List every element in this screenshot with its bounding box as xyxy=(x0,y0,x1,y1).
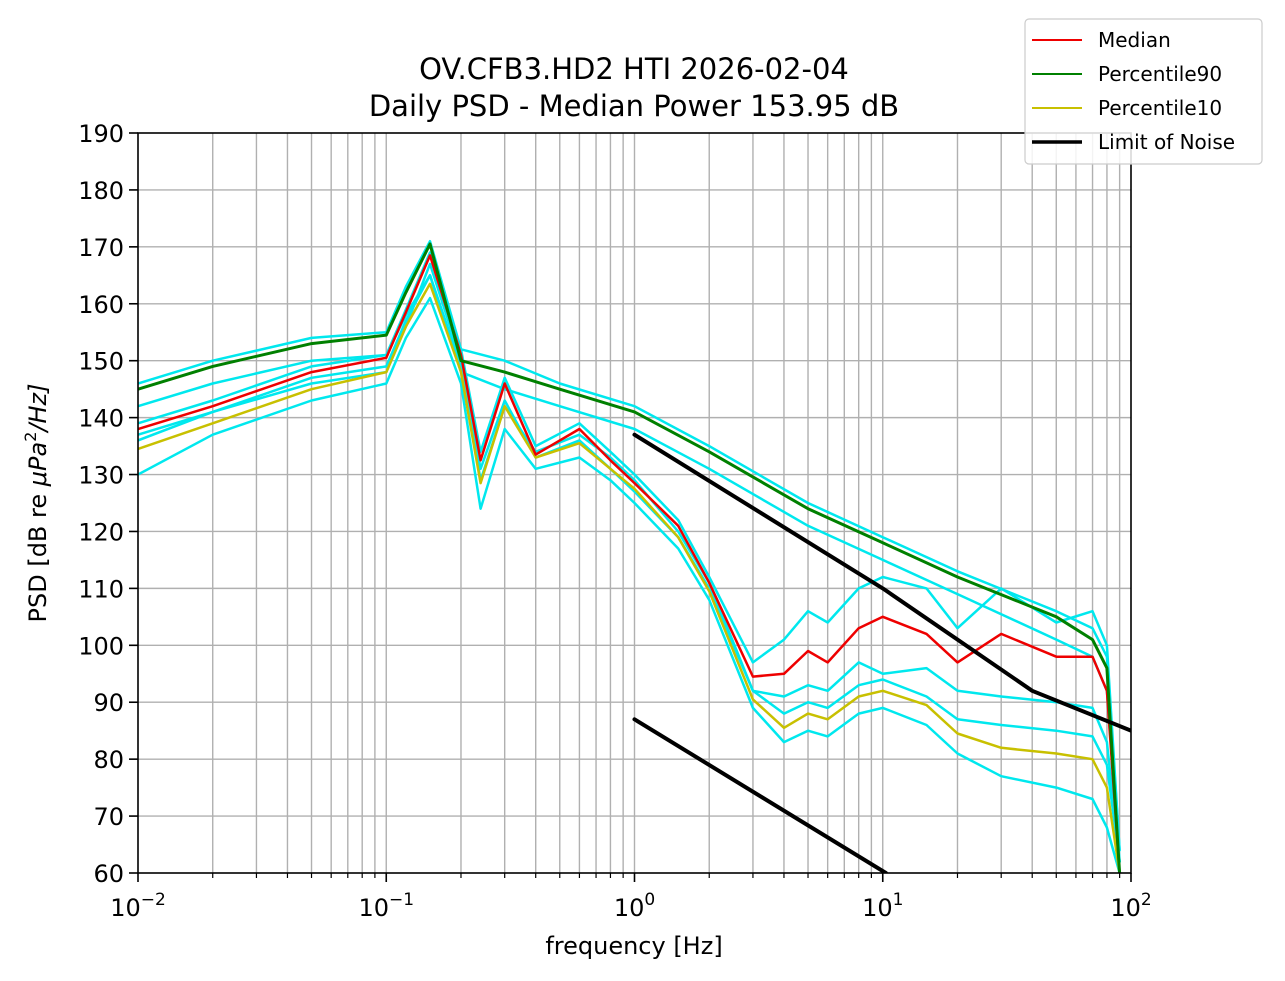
x-tick-exponent: 2 xyxy=(1141,890,1152,910)
legend: Median Percentile90 Percentile10 Limit of N… xyxy=(1024,18,1263,165)
series-line-3 xyxy=(138,274,1121,863)
y-tick-label: 90 xyxy=(93,689,124,717)
axis-ticks: 6070809010011012013014015016017018019010… xyxy=(78,120,1152,922)
series-line-8 xyxy=(138,242,1122,873)
x-tick-base: 10 xyxy=(110,894,141,922)
y-axis-label-suffix: /Hz] xyxy=(24,384,52,434)
x-tick-label: 10−2 xyxy=(110,890,166,922)
legend-label: Limit of Noise xyxy=(1098,130,1235,154)
y-tick-label: 170 xyxy=(78,234,124,262)
x-tick-label: 10−1 xyxy=(358,890,414,922)
x-tick-label: 100 xyxy=(614,890,655,922)
x-axis-label: frequency [Hz] xyxy=(545,932,722,960)
x-tick-base: 10 xyxy=(1110,894,1141,922)
series-line-10 xyxy=(632,717,888,873)
series-line-4 xyxy=(138,274,1121,863)
chart-title-line1: OV.CFB3.HD2 HTI 2026-02-04 xyxy=(419,52,849,86)
y-tick-label: 160 xyxy=(78,291,124,319)
x-tick-exponent: 0 xyxy=(644,890,655,910)
y-tick-label: 140 xyxy=(78,405,124,433)
legend-label: Percentile90 xyxy=(1098,62,1222,86)
chart-title-line2: Daily PSD - Median Power 153.95 dB xyxy=(369,89,899,123)
y-tick-label: 100 xyxy=(78,632,124,660)
y-axis-label-exp: 2 xyxy=(21,432,40,442)
legend-label: Median xyxy=(1098,28,1171,52)
y-tick-label: 110 xyxy=(78,575,124,603)
y-tick-label: 130 xyxy=(78,462,124,490)
x-tick-exponent: 1 xyxy=(893,890,904,910)
x-tick-label: 101 xyxy=(862,890,903,922)
x-tick-exponent: −1 xyxy=(389,890,414,910)
y-axis-label-prefix: PSD [dB re xyxy=(24,486,52,622)
series-line-2 xyxy=(138,296,1121,873)
y-tick-label: 150 xyxy=(78,348,124,376)
y-tick-label: 190 xyxy=(78,120,124,148)
x-tick-base: 10 xyxy=(614,894,645,922)
legend-label: Percentile10 xyxy=(1098,96,1222,120)
y-tick-label: 120 xyxy=(78,518,124,546)
y-tick-label: 180 xyxy=(78,177,124,205)
x-tick-base: 10 xyxy=(358,894,389,922)
series-line-6 xyxy=(138,282,1121,873)
y-axis-label-unit: μPa xyxy=(24,442,52,487)
x-tick-exponent: −2 xyxy=(141,890,166,910)
series-line-7 xyxy=(138,254,1121,873)
legend-box xyxy=(1024,18,1263,165)
x-tick-base: 10 xyxy=(862,894,893,922)
x-tick-label: 102 xyxy=(1110,890,1151,922)
y-tick-label: 70 xyxy=(93,803,124,831)
y-axis-label: PSD [dB re μPa2/Hz] xyxy=(21,384,52,623)
y-tick-label: 80 xyxy=(93,746,124,774)
series-group xyxy=(138,239,1131,873)
series-line-9 xyxy=(632,432,1131,733)
y-tick-label: 60 xyxy=(93,860,124,888)
series-line-5 xyxy=(138,239,1121,852)
